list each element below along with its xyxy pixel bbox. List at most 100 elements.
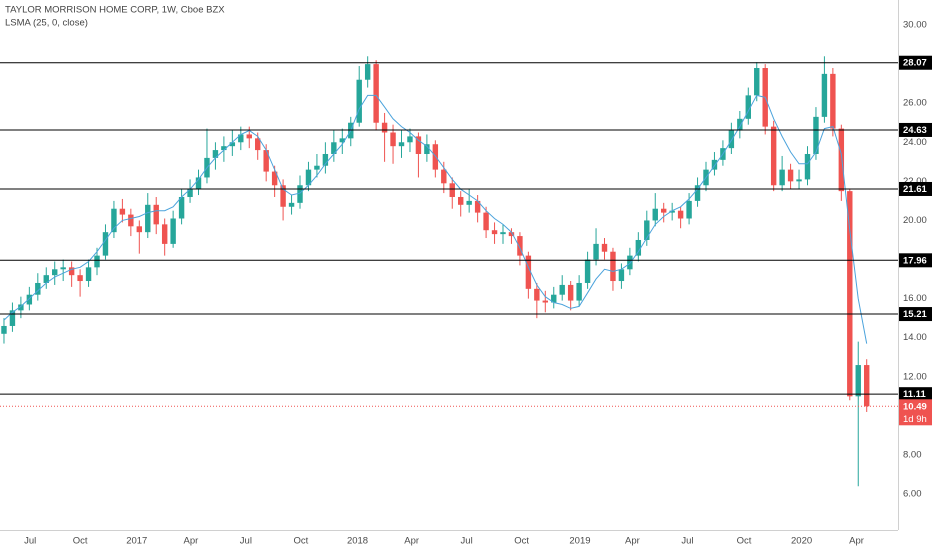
candle-body <box>195 177 202 190</box>
candle-body <box>779 169 785 186</box>
level-label: 24.63 <box>903 125 927 136</box>
candle-body <box>737 118 743 131</box>
candle-body <box>847 191 853 397</box>
candle-body <box>593 243 599 260</box>
candle-body <box>111 208 117 233</box>
candle-body <box>813 116 819 154</box>
level-label-box <box>899 387 932 402</box>
candle-body <box>525 255 532 289</box>
candle-body <box>770 126 777 186</box>
candle-body <box>754 68 760 96</box>
candle-body <box>373 64 379 123</box>
y-tick-label: 8.00 <box>903 449 922 460</box>
candle-body <box>838 128 845 192</box>
x-tick-label: 2017 <box>126 536 147 547</box>
candle-body <box>43 275 49 283</box>
x-tick-label: Apr <box>625 536 640 547</box>
candle-body <box>263 150 269 172</box>
candle-body <box>796 179 802 182</box>
candle-body <box>474 200 481 213</box>
candle-body <box>26 294 33 305</box>
y-tick-label: 12.00 <box>903 371 927 382</box>
level-label: 11.11 <box>903 389 926 400</box>
candle-body <box>644 220 650 240</box>
x-tick-label: Apr <box>184 536 199 547</box>
x-tick-label: Jul <box>240 536 252 547</box>
candle-body <box>212 150 219 158</box>
candle-body <box>661 208 667 213</box>
candle-body <box>52 269 58 276</box>
candle-body <box>466 200 472 205</box>
x-tick-label: 2019 <box>569 536 590 547</box>
level-label-box <box>899 181 932 196</box>
candle-body <box>407 136 413 143</box>
candle-body <box>424 144 430 154</box>
candle-body <box>314 165 320 170</box>
candle-body <box>356 79 362 123</box>
x-tick-label: Jul <box>461 536 473 547</box>
candle-body <box>855 365 861 397</box>
candle-body <box>187 189 193 197</box>
plot <box>0 56 898 487</box>
candle-body <box>508 232 515 237</box>
candle-body <box>534 288 540 301</box>
price-label-box <box>899 399 932 426</box>
candle-body <box>542 300 549 303</box>
candle-body <box>390 132 396 147</box>
candle-body <box>483 212 489 231</box>
candle-body <box>610 251 616 282</box>
candle-body <box>178 196 185 219</box>
candle-body <box>229 142 236 147</box>
candle-body <box>297 185 303 203</box>
candle-body <box>18 304 24 311</box>
candle-body <box>677 210 684 219</box>
candle-body <box>618 269 625 282</box>
candle-body <box>500 232 506 235</box>
candle-body <box>1 325 7 334</box>
candle-body <box>9 310 16 326</box>
candle-body <box>694 185 701 201</box>
chart-title: TAYLOR MORRISON HOME CORP, 1W, Cboe BZX <box>5 5 225 16</box>
y-tick-label: 20.00 <box>903 215 927 226</box>
y-tick-label: 26.00 <box>903 98 927 109</box>
overlay: 6.008.0010.0012.0014.0016.0018.0020.0022… <box>24 20 932 547</box>
countdown-label: 1d 9h <box>903 414 927 425</box>
candle-body <box>136 226 143 233</box>
level-label-box <box>899 55 932 70</box>
candle-body <box>94 255 100 268</box>
x-tick-label: Jul <box>24 536 36 547</box>
level-label: 15.21 <box>903 309 927 320</box>
x-tick-label: Apr <box>849 536 864 547</box>
candle-body <box>415 136 422 154</box>
x-tick-label: Oct <box>73 536 88 547</box>
candle-body <box>627 255 633 270</box>
y-tick-label: 6.00 <box>903 489 922 500</box>
x-tick-label: Oct <box>737 536 752 547</box>
candle-body <box>364 64 371 80</box>
candle-body <box>153 204 159 225</box>
candle-body <box>584 259 591 283</box>
price-label: 10.49 <box>903 401 927 412</box>
lsma-line <box>3 94 868 344</box>
candle-body <box>381 122 388 133</box>
candle-body <box>711 159 718 170</box>
candle-body <box>830 73 836 129</box>
candle-body <box>559 284 565 295</box>
candle-body <box>728 130 735 149</box>
y-tick-label: 16.00 <box>903 293 927 304</box>
level-label-box <box>899 122 932 137</box>
candle-body <box>35 282 41 295</box>
candle-body <box>601 243 608 252</box>
candle-body <box>804 153 811 180</box>
candle-body <box>652 208 658 221</box>
y-tick-label: 22.00 <box>903 176 927 187</box>
candle-body <box>77 275 83 282</box>
candle-body <box>85 267 92 282</box>
candle-body <box>669 210 675 213</box>
candle-body <box>458 196 464 205</box>
candle-body <box>60 267 66 270</box>
candle-body <box>221 146 227 151</box>
candle-body <box>821 73 828 117</box>
